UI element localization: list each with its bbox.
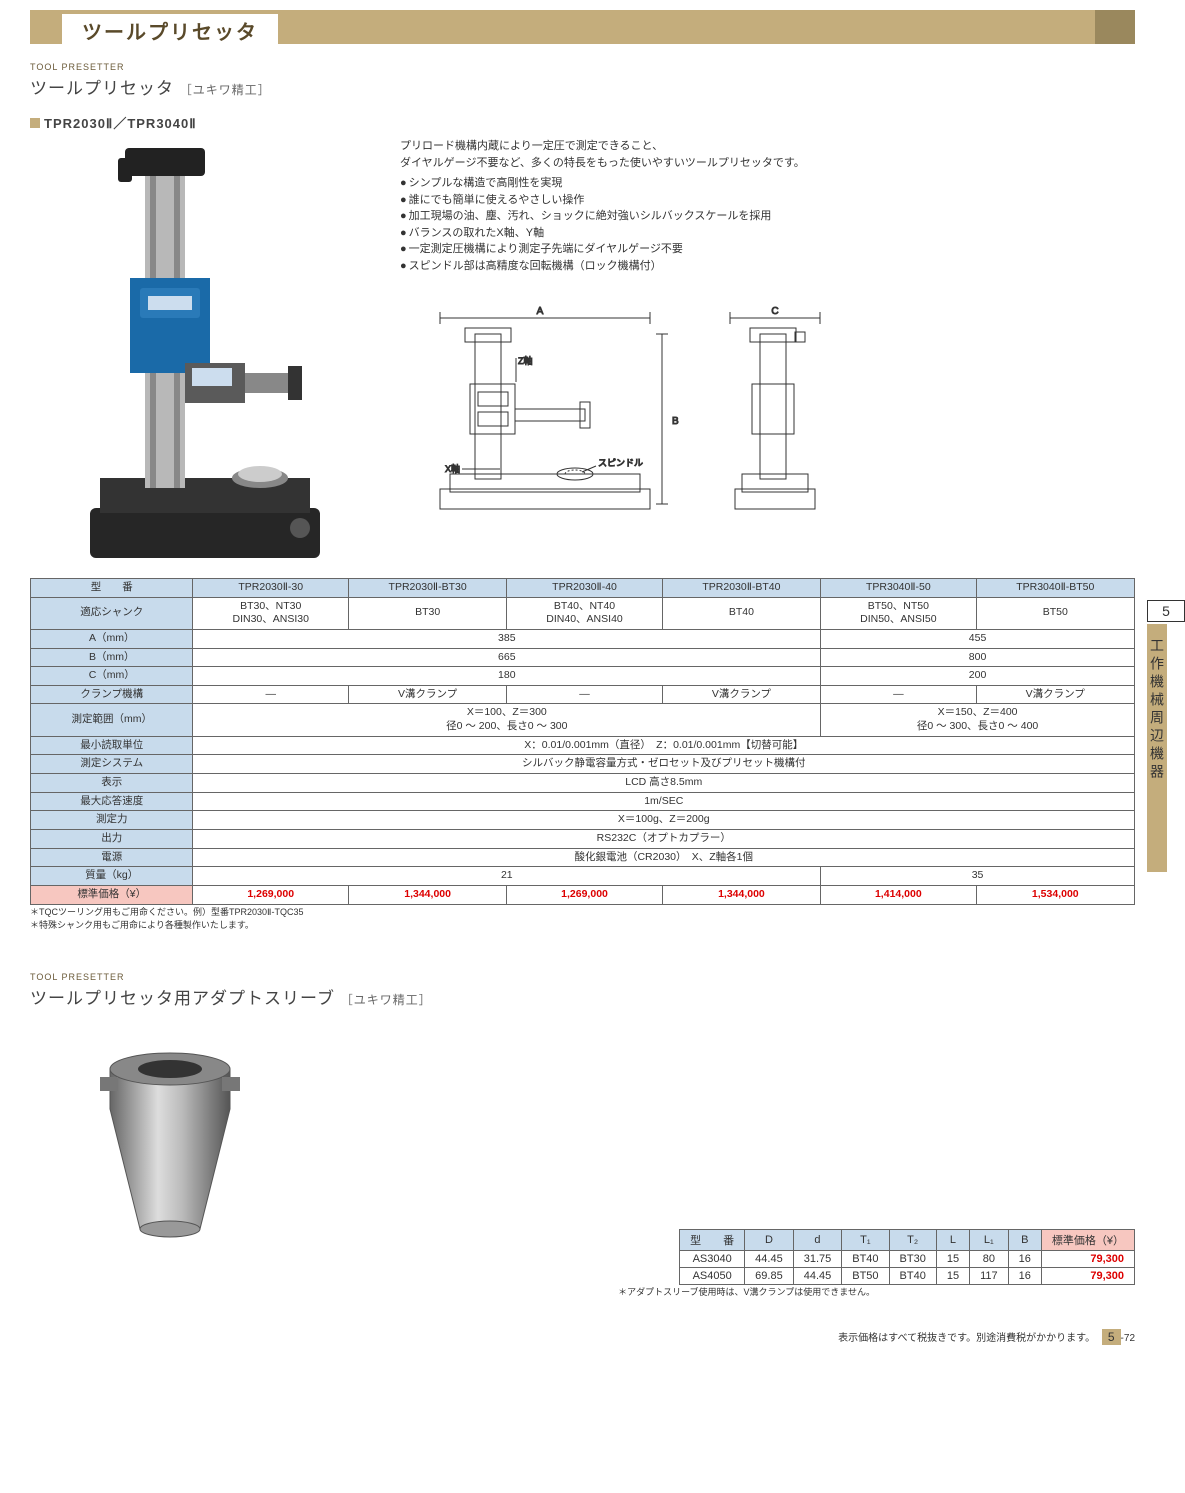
section2-eyebrow: TOOL PRESETTER [30,972,1135,982]
table-row: A（mm） 385 455 [31,629,1135,648]
bullet-item: スピンドル部は高精度な回転機構（ロック機構付） [400,258,1135,275]
table1-footnote: ＊特殊シャンク用もご用命により各種製作いたします。 [30,920,1135,932]
page-footer: 表示価格はすべて税抜きです。別途消費税がかかります。 5 -72 [30,1329,1135,1345]
table-row: 測定範囲（mm） X＝100、Z＝300径0 〜 200、長さ0 〜 300 X… [31,704,1135,736]
spec-table-1: 型 番 TPR2030Ⅱ-30 TPR2030Ⅱ-BT30 TPR2030Ⅱ-4… [30,578,1135,905]
table2-footnote: ＊アダプトスリーブ使用時は、V溝クランプは使用できません。 [30,1287,875,1299]
table1-footnote: ＊TQCツーリング用もご用命ください。例）型番TPR2030Ⅱ-TQC35 [30,907,1135,919]
bullet-item: バランスの取れたX軸、Y軸 [400,225,1135,242]
col-header: TPR2030Ⅱ-BT40 [662,579,820,598]
section1-title: ツールプリセッタ ［ユキワ精工］ [30,74,1135,99]
svg-text:C: C [771,306,778,317]
dimension-diagrams: A B [400,304,1135,524]
table-row: 適応シャンク BT30、NT30DIN30、ANSI30 BT30 BT40、N… [31,597,1135,629]
table-row: 測定力 X＝100g、Z＝200g [31,811,1135,830]
feature-bullets: シンプルな構造で高剛性を実現 誰にでも簡単に使えるやさしい操作 加工現場の油、塵… [400,175,1135,274]
category-title: ツールプリセッタ [62,14,278,44]
page-number-badge: 5 [1102,1329,1121,1345]
side-tab-label: 工作機械周辺機器 [1147,624,1167,872]
table-row: AS3040 44.45 31.75 BT40 BT30 15 80 16 79… [680,1250,1135,1267]
header-corner-accent [1095,10,1135,44]
section1-eyebrow: TOOL PRESETTER [30,62,1135,72]
header-model-label: 型 番 [31,579,193,598]
table-row: 質量（kg） 21 35 [31,867,1135,886]
table-row: 型 番 TPR2030Ⅱ-30 TPR2030Ⅱ-BT30 TPR2030Ⅱ-4… [31,579,1135,598]
svg-text:B: B [672,416,679,427]
bullet-item: 誰にでも簡単に使えるやさしい操作 [400,192,1135,209]
product-photo [30,138,370,568]
table-row: 出力 RS232C（オプトカプラー） [31,829,1135,848]
model-heading: TPR2030Ⅱ／TPR3040Ⅱ [30,113,1135,132]
col-header: TPR3040Ⅱ-50 [821,579,976,598]
spec-table-2: 型 番 D d T₁ T₂ L L₁ B 標準価格（¥） AS3040 44.4… [679,1229,1135,1285]
col-header: TPR2030Ⅱ-40 [507,579,662,598]
section1-title-text: ツールプリセッタ [30,79,174,98]
col-header: TPR2030Ⅱ-30 [193,579,348,598]
table-row: 型 番 D d T₁ T₂ L L₁ B 標準価格（¥） [680,1229,1135,1250]
table-row: C（mm） 180 200 [31,667,1135,686]
bullet-item: 一定測定圧機構により測定子先端にダイヤルゲージ不要 [400,241,1135,258]
col-header: TPR3040Ⅱ-BT50 [976,579,1134,598]
desc-line2: ダイヤルゲージ不要など、多くの特長をもった使いやすいツールプリセッタです。 [400,155,1135,172]
section2-title-text: ツールプリセッタ用アダプトスリーブ [30,989,335,1008]
svg-text:X軸: X軸 [445,463,460,474]
table-row: 表示 LCD 高さ8.5mm [31,774,1135,793]
table-row: 最大応答速度 1m/SEC [31,792,1135,811]
page-number: -72 [1121,1333,1135,1344]
table-row: 最小読取単位 X：0.01/0.001mm（直径） Z：0.01/0.001mm… [31,736,1135,755]
svg-text:A: A [537,306,544,317]
adapt-sleeve-photo [70,1019,270,1279]
table-row: AS4050 69.85 44.45 BT50 BT40 15 117 16 7… [680,1267,1135,1284]
side-tab: 5 工作機械周辺機器 [1147,600,1185,872]
category-header-band: ツールプリセッタ [30,10,1135,44]
table-row: 測定システム シルバック静電容量方式・ゼロセット及びプリセット機構付 [31,755,1135,774]
table-row: 電源 酸化銀電池（CR2030） X、Z軸各1個 [31,848,1135,867]
tax-note: 表示価格はすべて税抜きです。別途消費税がかかります。 [838,1333,1095,1344]
bullet-item: シンプルな構造で高剛性を実現 [400,175,1135,192]
table-row: 標準価格（¥） 1,269,000 1,344,000 1,269,000 1,… [31,885,1135,904]
section1-maker: ［ユキワ精工］ [180,83,271,97]
model-line: TPR2030Ⅱ／TPR3040Ⅱ [44,116,197,131]
section2-maker: ［ユキワ精工］ [341,993,432,1007]
table-row: B（mm） 665 800 [31,648,1135,667]
svg-text:スピンドル: スピンドル [598,458,643,468]
svg-text:Z軸: Z軸 [518,355,533,366]
square-bullet-icon [30,118,40,128]
desc-line1: プリロード機構内蔵により一定圧で測定できること、 [400,138,1135,155]
table-row: クランプ機構 — V溝クランプ — V溝クランプ — V溝クランプ [31,685,1135,704]
col-header: TPR2030Ⅱ-BT30 [348,579,506,598]
description-column: プリロード機構内蔵により一定圧で測定できること、 ダイヤルゲージ不要など、多くの… [400,138,1135,568]
section2-title: ツールプリセッタ用アダプトスリーブ ［ユキワ精工］ [30,984,1135,1009]
bullet-item: 加工現場の油、塵、汚れ、ショックに絶対強いシルバックスケールを採用 [400,208,1135,225]
side-tab-number: 5 [1147,600,1185,622]
